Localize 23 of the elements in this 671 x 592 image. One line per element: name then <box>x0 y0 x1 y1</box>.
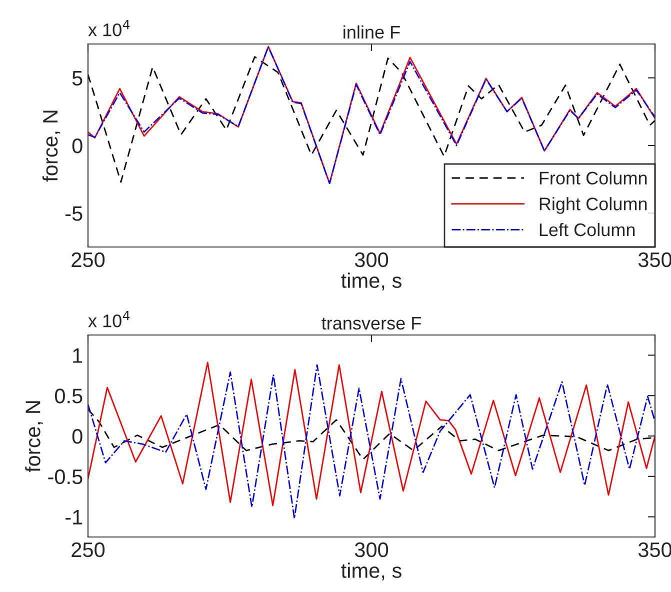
x-tick-label: 300 <box>354 252 388 268</box>
legend-label: Right Column <box>540 197 647 214</box>
legend-label: Left Column <box>540 222 635 236</box>
legend-label: Front Column <box>540 171 647 184</box>
x-axis-title: time, s <box>341 562 402 580</box>
x-tick-label: 250 <box>72 542 105 558</box>
y-axis-title: force, N <box>25 401 43 472</box>
y-tick-label: 0 <box>72 429 82 444</box>
text: x 10$^{4}$ <box>88 20 130 36</box>
y-tick-label: -5 <box>66 206 82 221</box>
y-tick-label: 0 <box>72 138 82 154</box>
chart-title: transverse F <box>322 317 421 330</box>
chart-title: inline F <box>344 25 400 39</box>
x-tick-label: 250 <box>72 252 105 268</box>
x-tick-label: 300 <box>354 542 388 558</box>
y-axis-title: force, N <box>42 110 60 182</box>
y-tick-label: -1 <box>66 510 82 524</box>
text: x 10$^{4}$ <box>88 310 130 328</box>
y-tick-label: -0.5 <box>48 469 82 484</box>
y-tick-label: 1 <box>73 348 82 363</box>
x-axis-title: time, s <box>341 272 402 290</box>
y-tick-label: 5 <box>72 71 82 86</box>
y-tick-label: 0.5 <box>54 388 82 404</box>
